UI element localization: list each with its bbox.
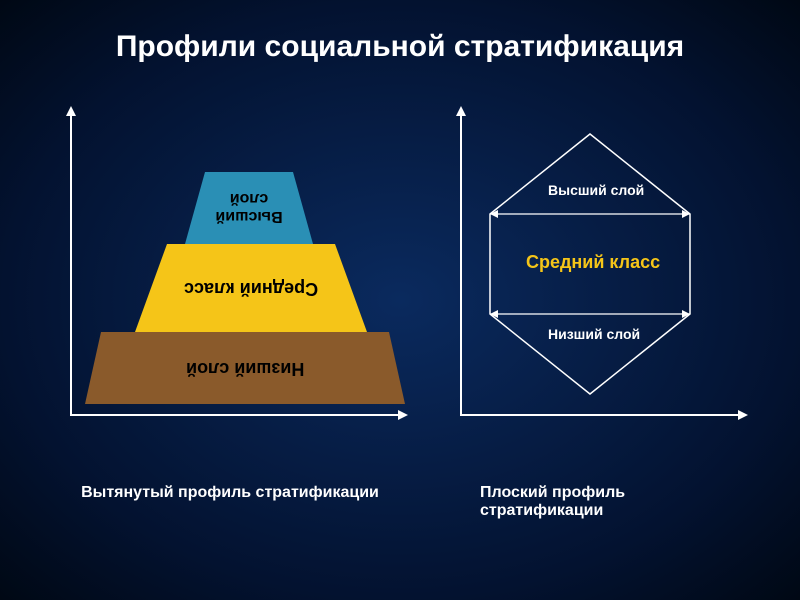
captions-row: Вытянутый профиль стратификации Плоский … (0, 474, 800, 520)
layer-top-label: Высший слой (209, 190, 289, 225)
right-chart: Высший слой Средний класс Низший слой (450, 94, 750, 474)
layer-middle-label-wrap: Средний класс (135, 244, 367, 332)
hex-middle-label: Средний класс (526, 252, 660, 273)
layer-bottom-label-wrap: Низший слой (85, 332, 405, 404)
page-title: Профили социальной стратификация (0, 0, 800, 64)
layer-top-label-wrap: Высший слой (185, 172, 313, 244)
left-caption: Вытянутый профиль стратификации (50, 484, 410, 520)
layer-bottom-label: Низший слой (186, 358, 304, 378)
right-caption: Плоский профиль стратификации (450, 484, 750, 520)
layer-middle-label: Средний класс (184, 278, 318, 298)
left-chart: Низший слой Средний класс Высший слой (50, 94, 410, 474)
hex-top-label: Высший слой (548, 182, 644, 198)
hex-bottom-label: Низший слой (548, 326, 640, 342)
charts-row: Низший слой Средний класс Высший слой Вы… (0, 64, 800, 474)
